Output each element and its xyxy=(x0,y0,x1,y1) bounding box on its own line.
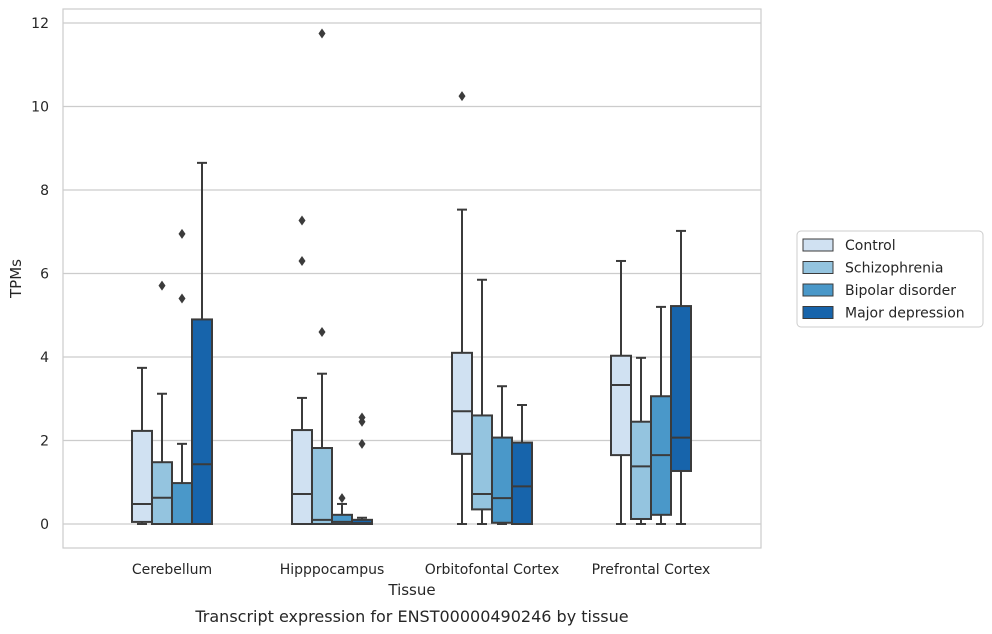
box-major-depression xyxy=(511,404,533,525)
outlier-point xyxy=(178,293,186,304)
x-tick-label: Orbitofontal Cortex xyxy=(425,562,560,578)
box-major-depression xyxy=(351,412,373,526)
outlier-point xyxy=(298,255,306,266)
legend-swatch xyxy=(802,261,834,274)
outlier-point xyxy=(318,326,326,337)
iqr-box xyxy=(291,429,313,525)
legend: Control Schizophrenia Bipolar disorder Majo… xyxy=(796,230,984,328)
x-axis-label: Tissue xyxy=(387,581,435,599)
outlier-point xyxy=(318,28,326,39)
box-control xyxy=(610,259,632,525)
box-bipolar-disorder xyxy=(650,305,672,525)
box-schizophrenia xyxy=(630,356,652,525)
y-tick-label: 6 xyxy=(40,267,49,283)
y-tick-label: 4 xyxy=(40,350,49,366)
box-schizophrenia xyxy=(311,28,333,526)
y-tick-label: 2 xyxy=(40,434,49,450)
iqr-box xyxy=(491,436,513,524)
iqr-box xyxy=(151,461,173,525)
box-schizophrenia xyxy=(471,278,493,525)
outlier-point xyxy=(458,91,466,102)
iqr-box xyxy=(451,351,473,455)
box-control xyxy=(451,91,473,525)
iqr-box xyxy=(311,447,333,526)
legend-label: Major depression xyxy=(845,306,965,322)
box-control xyxy=(291,215,313,525)
iqr-box xyxy=(670,305,692,472)
legend-swatch xyxy=(802,283,834,297)
legend-label: Schizophrenia xyxy=(845,261,943,277)
x-tick-label: Prefrontal Cortex xyxy=(592,562,711,578)
x-tick-label: Cerebellum xyxy=(132,562,212,578)
y-axis-label: TPMs xyxy=(7,259,25,299)
y-tick-label: 8 xyxy=(40,183,49,199)
grid-lines xyxy=(63,22,761,525)
outlier-point xyxy=(298,215,306,226)
y-tick-label: 0 xyxy=(40,517,49,533)
y-tick-label: 12 xyxy=(31,16,49,32)
legend-label: Control xyxy=(845,238,896,254)
iqr-box xyxy=(610,354,632,457)
box-major-depression xyxy=(670,229,692,525)
box-control xyxy=(131,366,153,525)
iqr-box xyxy=(511,441,533,525)
outlier-point xyxy=(358,438,366,449)
legend-swatch xyxy=(802,238,834,252)
y-tick-label: 10 xyxy=(31,100,49,116)
chart-title: Transcript expression for ENST0000049024… xyxy=(194,607,628,626)
y-axis-ticks: 0 2 4 6 8 10 12 xyxy=(31,16,49,533)
outlier-point xyxy=(158,280,166,291)
outlier-point xyxy=(178,228,186,239)
iqr-box xyxy=(171,482,193,525)
plot-area xyxy=(62,8,762,549)
x-tick-label: Hipppocampus xyxy=(280,562,385,578)
legend-frame xyxy=(796,230,984,328)
box-bipolar-disorder xyxy=(331,493,353,526)
iqr-box xyxy=(131,429,153,523)
iqr-box xyxy=(630,420,652,520)
iqr-box xyxy=(191,318,213,525)
box-bipolar-disorder xyxy=(491,385,513,525)
box-major-depression xyxy=(191,161,213,525)
x-axis-ticks: Cerebellum Hipppocampus Orbitofontal Corte… xyxy=(132,562,710,578)
boxes xyxy=(131,28,692,526)
box-schizophrenia xyxy=(151,280,173,525)
outlier-point xyxy=(338,493,346,504)
iqr-box xyxy=(471,414,493,511)
legend-label: Bipolar disorder xyxy=(845,283,956,299)
legend-swatch xyxy=(802,306,834,319)
outlier-point xyxy=(358,412,366,423)
